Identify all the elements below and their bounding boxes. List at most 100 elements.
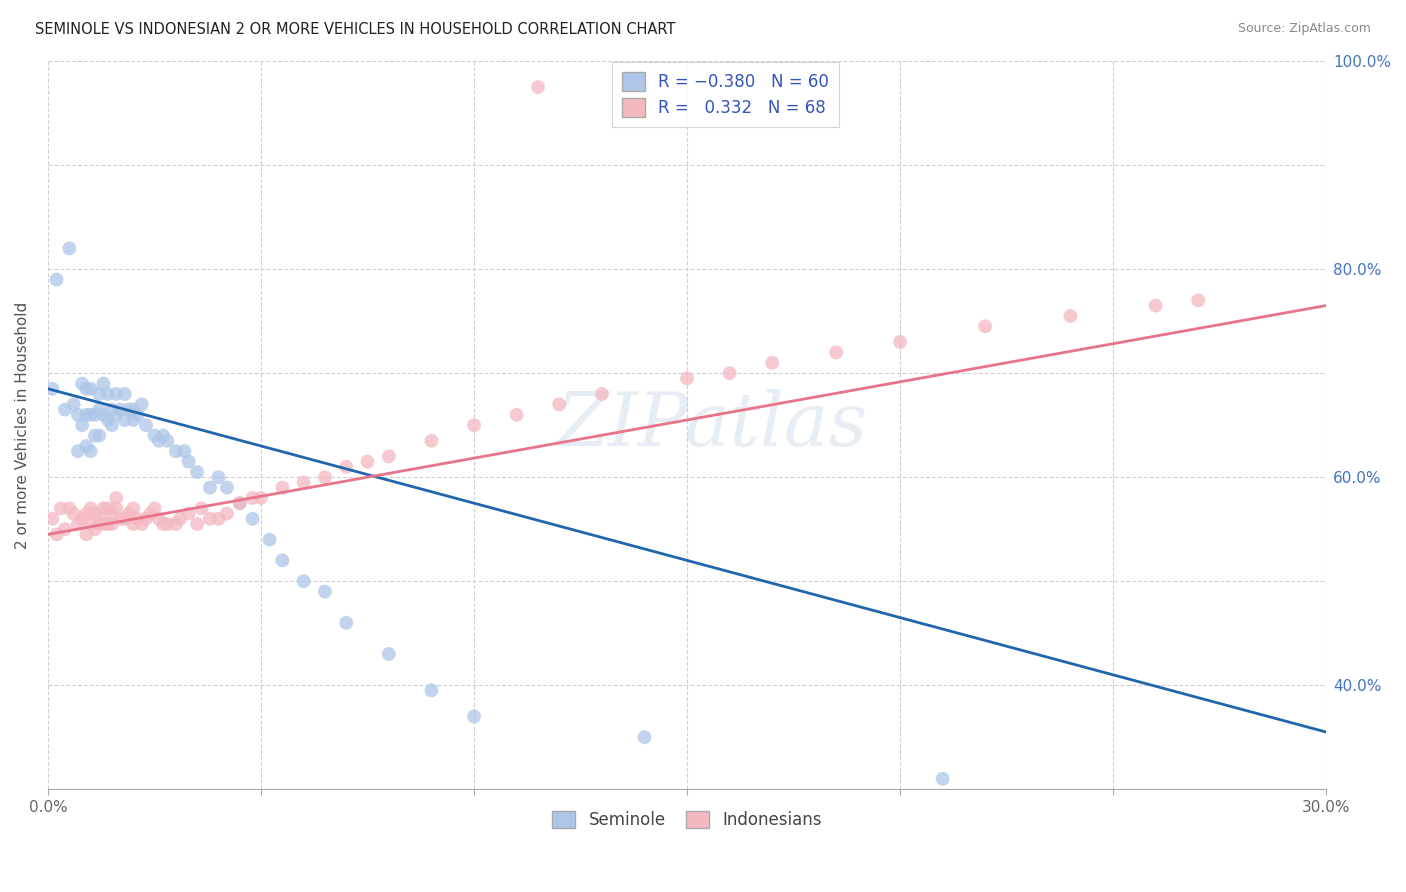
Point xyxy=(152,516,174,531)
Point xyxy=(527,80,550,95)
Point xyxy=(89,387,111,401)
Point xyxy=(114,413,136,427)
Point xyxy=(420,683,443,698)
Point xyxy=(165,516,187,531)
Point xyxy=(122,402,145,417)
Point xyxy=(591,387,613,401)
Point xyxy=(79,408,101,422)
Point xyxy=(135,418,157,433)
Point xyxy=(84,408,107,422)
Point xyxy=(335,459,357,474)
Point xyxy=(974,319,997,334)
Point xyxy=(97,413,120,427)
Point xyxy=(89,428,111,442)
Point xyxy=(207,470,229,484)
Point xyxy=(101,402,124,417)
Point xyxy=(207,512,229,526)
Point xyxy=(79,516,101,531)
Point xyxy=(75,408,97,422)
Point xyxy=(242,491,264,505)
Point xyxy=(41,512,63,526)
Point xyxy=(156,516,179,531)
Point xyxy=(548,397,571,411)
Point xyxy=(75,527,97,541)
Point xyxy=(118,507,141,521)
Point xyxy=(101,418,124,433)
Point xyxy=(215,481,238,495)
Point xyxy=(84,507,107,521)
Point xyxy=(110,402,132,417)
Point xyxy=(89,512,111,526)
Point xyxy=(97,516,120,531)
Point xyxy=(633,730,655,744)
Point xyxy=(761,356,783,370)
Legend: Seminole, Indonesians: Seminole, Indonesians xyxy=(546,804,828,836)
Text: ZIPatlas: ZIPatlas xyxy=(557,389,868,461)
Point xyxy=(122,501,145,516)
Point xyxy=(271,553,294,567)
Point xyxy=(173,444,195,458)
Point xyxy=(259,533,281,547)
Point xyxy=(131,397,153,411)
Point xyxy=(58,501,80,516)
Point xyxy=(101,516,124,531)
Point xyxy=(676,371,699,385)
Point xyxy=(75,439,97,453)
Point xyxy=(79,501,101,516)
Point xyxy=(889,334,911,349)
Point xyxy=(110,512,132,526)
Point xyxy=(122,413,145,427)
Point xyxy=(1059,309,1081,323)
Point xyxy=(356,454,378,468)
Point xyxy=(41,382,63,396)
Point xyxy=(101,507,124,521)
Point xyxy=(89,402,111,417)
Point xyxy=(58,241,80,255)
Point xyxy=(45,527,67,541)
Point xyxy=(198,481,221,495)
Point xyxy=(66,408,89,422)
Point xyxy=(84,428,107,442)
Point xyxy=(505,408,527,422)
Point xyxy=(186,465,208,479)
Point xyxy=(1144,299,1167,313)
Point xyxy=(135,512,157,526)
Point xyxy=(463,709,485,723)
Point xyxy=(335,615,357,630)
Point xyxy=(190,501,212,516)
Point xyxy=(229,496,252,510)
Point xyxy=(93,516,115,531)
Point xyxy=(931,772,953,786)
Point xyxy=(131,516,153,531)
Point xyxy=(718,366,741,380)
Point xyxy=(75,507,97,521)
Point xyxy=(89,516,111,531)
Point xyxy=(177,507,200,521)
Point xyxy=(825,345,848,359)
Point xyxy=(122,516,145,531)
Point xyxy=(49,501,72,516)
Point xyxy=(250,491,273,505)
Point xyxy=(169,512,191,526)
Point xyxy=(105,408,128,422)
Point xyxy=(271,481,294,495)
Point xyxy=(70,512,93,526)
Point xyxy=(463,418,485,433)
Point xyxy=(152,428,174,442)
Point xyxy=(93,501,115,516)
Point xyxy=(118,402,141,417)
Point xyxy=(242,512,264,526)
Point xyxy=(70,418,93,433)
Point xyxy=(45,272,67,286)
Point xyxy=(1187,293,1209,308)
Point xyxy=(105,491,128,505)
Point xyxy=(70,376,93,391)
Text: Source: ZipAtlas.com: Source: ZipAtlas.com xyxy=(1237,22,1371,36)
Point xyxy=(114,387,136,401)
Point xyxy=(292,475,315,490)
Point xyxy=(143,501,166,516)
Point xyxy=(75,382,97,396)
Point xyxy=(420,434,443,448)
Point xyxy=(378,647,401,661)
Point xyxy=(62,507,84,521)
